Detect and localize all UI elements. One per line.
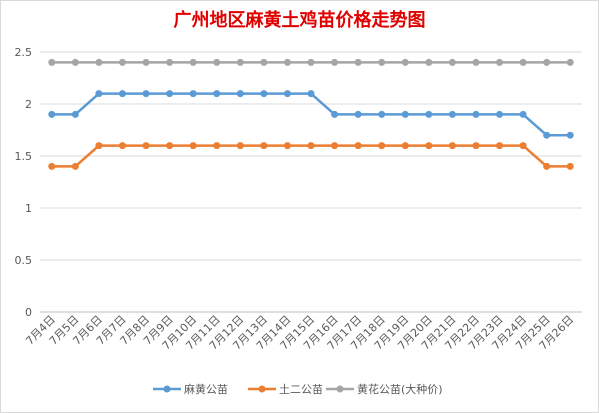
data-point [48, 58, 56, 66]
data-point [260, 142, 268, 150]
data-point [71, 162, 79, 170]
data-point [448, 142, 456, 150]
data-point [472, 58, 480, 66]
series-0 [48, 90, 574, 139]
data-point [519, 58, 527, 66]
gridlines [40, 51, 582, 313]
data-point [95, 90, 103, 98]
data-point [260, 90, 268, 98]
legend-marker [336, 385, 344, 393]
data-point [236, 58, 244, 66]
series-1 [48, 142, 574, 170]
legend-marker [163, 385, 171, 393]
data-point [213, 58, 221, 66]
legend-label: 麻黄公苗 [184, 382, 228, 396]
data-point [354, 142, 362, 150]
y-tick-label: 1 [25, 202, 32, 215]
data-point [142, 58, 150, 66]
data-point [307, 90, 315, 98]
data-point [213, 142, 221, 150]
data-point [307, 142, 315, 150]
data-point [354, 110, 362, 118]
data-point [519, 110, 527, 118]
data-point [142, 90, 150, 98]
data-point [378, 142, 386, 150]
data-point [236, 142, 244, 150]
y-tick-label: 2 [25, 98, 32, 111]
data-point [496, 110, 504, 118]
data-point [166, 58, 174, 66]
data-point [118, 58, 126, 66]
data-point [543, 58, 551, 66]
data-point [543, 162, 551, 170]
series-lines [48, 58, 574, 170]
data-point [401, 110, 409, 118]
y-tick-label: 2.5 [15, 46, 33, 59]
data-point [166, 90, 174, 98]
data-point [401, 58, 409, 66]
data-point [401, 142, 409, 150]
data-point [118, 90, 126, 98]
data-point [189, 142, 197, 150]
data-point [425, 58, 433, 66]
data-point [71, 58, 79, 66]
data-point [331, 142, 339, 150]
data-point [189, 90, 197, 98]
data-point [472, 142, 480, 150]
data-point [331, 58, 339, 66]
data-point [448, 58, 456, 66]
series-line [51, 92, 571, 137]
data-point [331, 110, 339, 118]
data-point [213, 90, 221, 98]
legend-item: 土二公苗 [248, 383, 323, 396]
data-point [283, 90, 291, 98]
data-point [283, 142, 291, 150]
y-axis-ticks: 0 0.5 1 1.5 2 2.5 [15, 46, 33, 319]
data-point [95, 142, 103, 150]
data-point [283, 58, 291, 66]
data-point [142, 142, 150, 150]
legend-item: 麻黄公苗 [153, 382, 228, 396]
legend-label: 土二公苗 [279, 383, 323, 396]
data-point [354, 58, 362, 66]
legend-item: 黄花公苗(大种价) [326, 382, 443, 396]
data-point [496, 58, 504, 66]
series-2 [48, 58, 574, 66]
legend-label: 黄花公苗(大种价) [357, 382, 443, 396]
legend-marker [258, 385, 266, 393]
data-point [543, 131, 551, 139]
data-point [260, 58, 268, 66]
data-point [48, 110, 56, 118]
x-axis-ticks: 7月4日7月5日7月6日7月7日7月8日7月9日7月10日7月11日7月12日7… [23, 313, 576, 353]
y-tick-label: 0 [25, 306, 32, 319]
data-point [166, 142, 174, 150]
data-point [118, 142, 126, 150]
data-point [95, 58, 103, 66]
data-point [71, 110, 79, 118]
data-point [496, 142, 504, 150]
data-point [566, 58, 574, 66]
data-point [448, 110, 456, 118]
data-point [566, 131, 574, 139]
data-point [425, 110, 433, 118]
data-point [189, 58, 197, 66]
data-point [236, 90, 244, 98]
data-point [472, 110, 480, 118]
data-point [519, 142, 527, 150]
data-point [378, 58, 386, 66]
data-point [378, 110, 386, 118]
data-point [425, 142, 433, 150]
data-point [566, 162, 574, 170]
data-point [307, 58, 315, 66]
legend: 麻黄公苗 土二公苗 黄花公苗(大种价) [153, 382, 443, 396]
chart-title: 广州地区麻黄土鸡苗价格走势图 [173, 10, 426, 31]
y-tick-label: 1.5 [15, 150, 33, 163]
data-point [48, 162, 56, 170]
y-tick-label: 0.5 [15, 254, 33, 267]
